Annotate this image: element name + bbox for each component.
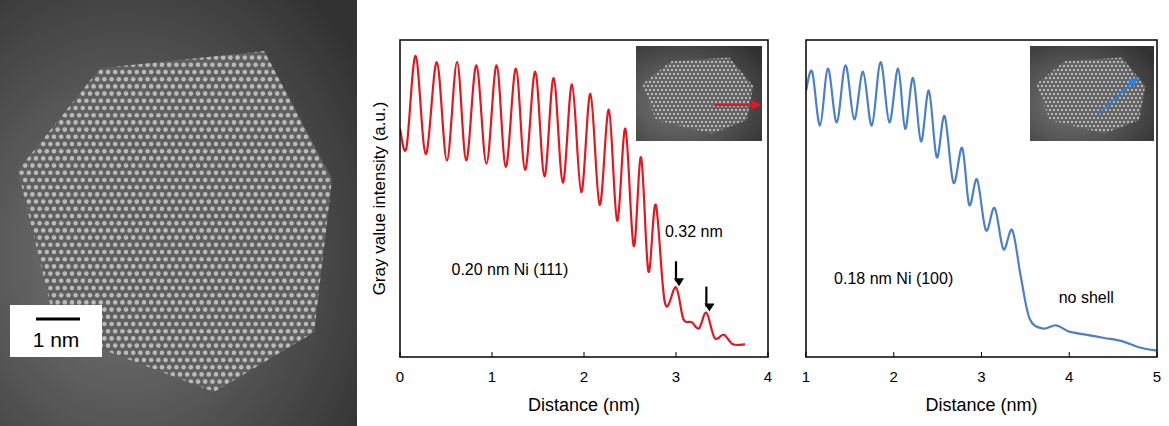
particle	[0, 0, 359, 426]
image-background	[0, 0, 357, 426]
particle-body	[0, 0, 357, 426]
stem-image	[0, 0, 359, 426]
